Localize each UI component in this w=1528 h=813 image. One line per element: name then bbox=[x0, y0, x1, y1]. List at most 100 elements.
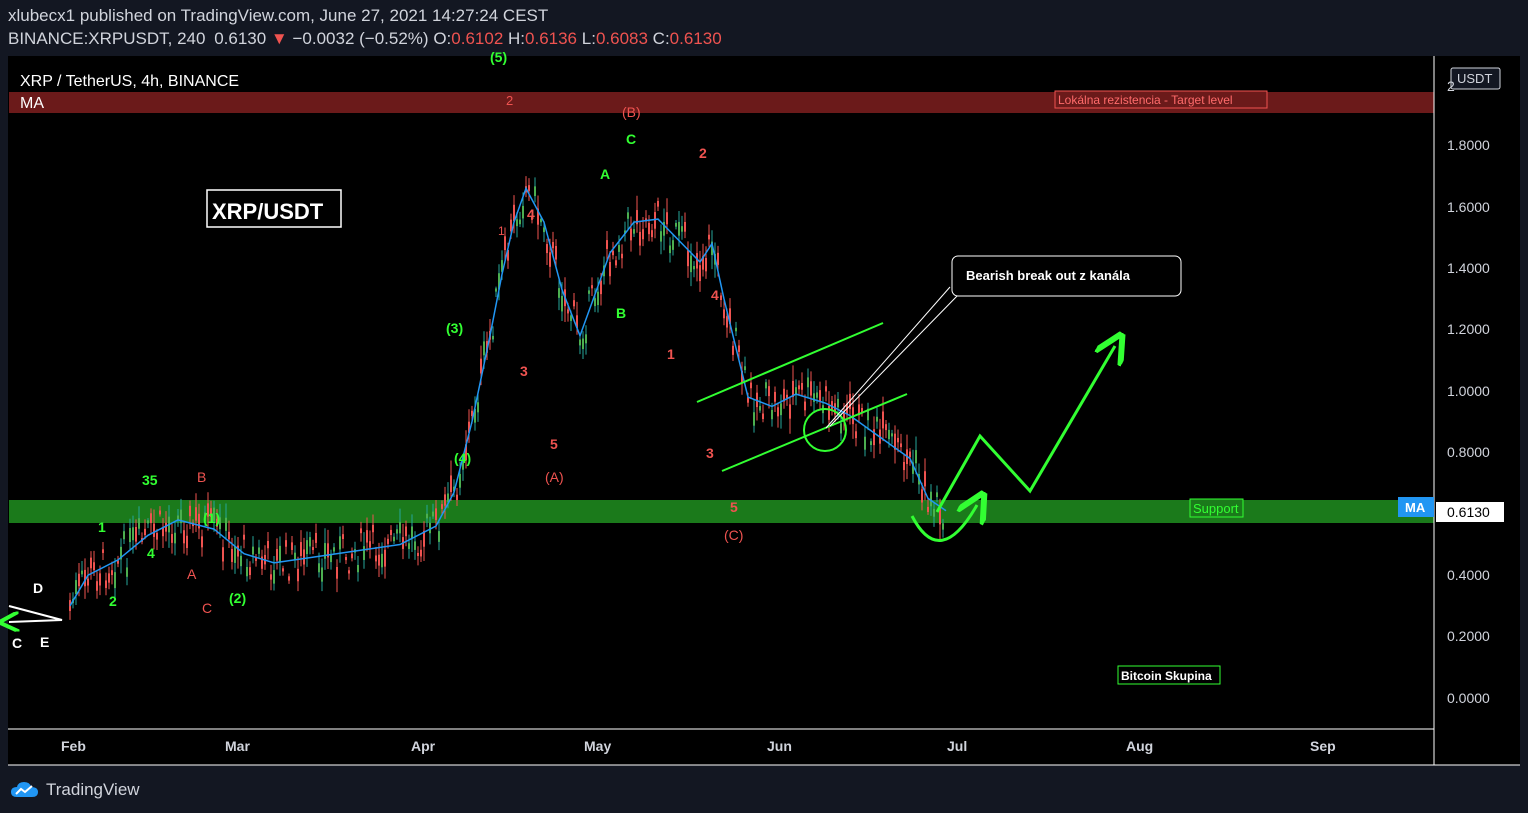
candle-body bbox=[378, 554, 380, 566]
candle-body bbox=[174, 532, 176, 544]
low-value: 0.6083 bbox=[595, 29, 648, 48]
tradingview-cloud-icon bbox=[11, 782, 38, 797]
candle-body bbox=[417, 552, 419, 556]
candle-body bbox=[432, 511, 434, 517]
watermark-text: Bitcoin Skupina bbox=[1121, 669, 1212, 683]
candle-body bbox=[570, 315, 572, 321]
wave-label: (B) bbox=[622, 104, 641, 120]
candle-body bbox=[351, 553, 353, 559]
wave-label: C bbox=[12, 635, 22, 651]
candle-body bbox=[369, 541, 371, 548]
candle-body bbox=[654, 212, 656, 229]
candle-body bbox=[555, 246, 557, 260]
wave-label: 35 bbox=[142, 472, 158, 488]
symbol-name[interactable]: BINANCE:XRPUSDT, 240 bbox=[8, 29, 206, 48]
candle-body bbox=[189, 505, 191, 517]
ma-line bbox=[69, 186, 947, 607]
candle-body bbox=[558, 288, 560, 298]
candle-body bbox=[114, 572, 116, 589]
candle-body bbox=[111, 570, 113, 576]
wave-labels-red: 2 (B) 2 4 1 3 5 (A) B A C 1 4 3 5 (C) bbox=[187, 93, 743, 616]
tradingview-logo[interactable]: TradingView bbox=[10, 779, 140, 801]
candle-body bbox=[870, 441, 872, 445]
candle-body bbox=[612, 250, 614, 256]
symbol-info-line: BINANCE:XRPUSDT, 240 0.6130 ▼ −0.0032 (−… bbox=[8, 29, 722, 49]
watermark-box bbox=[1117, 665, 1221, 685]
candle-body bbox=[123, 531, 125, 540]
candle-body bbox=[171, 534, 173, 543]
candle-body bbox=[750, 382, 752, 389]
candle-body bbox=[678, 221, 680, 236]
candle-body bbox=[441, 504, 443, 509]
candle-body bbox=[216, 518, 218, 527]
candle-body bbox=[384, 549, 386, 567]
candle-body bbox=[618, 245, 620, 252]
candle-body bbox=[657, 200, 659, 207]
candle-body bbox=[687, 250, 689, 267]
candle-body bbox=[915, 450, 917, 464]
candle-body bbox=[108, 573, 110, 583]
price-tick: 0.8000 bbox=[1447, 444, 1490, 460]
wave-label: 2 bbox=[109, 593, 117, 609]
wave-label: C bbox=[626, 131, 636, 147]
chart-frame[interactable] bbox=[8, 56, 1520, 765]
price-tick: 1.8000 bbox=[1447, 137, 1490, 153]
time-tick: May bbox=[584, 738, 611, 754]
candle-body bbox=[780, 403, 782, 416]
candle-body bbox=[243, 534, 245, 540]
candle-body bbox=[474, 408, 476, 423]
candle-body bbox=[366, 530, 368, 543]
candle-body bbox=[396, 529, 398, 534]
candle-body bbox=[855, 431, 857, 439]
candle-body bbox=[675, 222, 677, 227]
candle-body bbox=[708, 234, 710, 240]
candle-body bbox=[246, 566, 248, 577]
candle-body bbox=[285, 540, 287, 547]
wave-label: B bbox=[197, 469, 206, 485]
high-value: 0.6136 bbox=[525, 29, 578, 48]
candle-body bbox=[648, 222, 650, 235]
candle-body bbox=[705, 258, 707, 272]
wave-label: A bbox=[600, 166, 610, 182]
wave-label: B bbox=[616, 305, 626, 321]
candle-body bbox=[519, 219, 521, 225]
candle-body bbox=[258, 547, 260, 554]
candle-body bbox=[345, 557, 347, 561]
candle-body bbox=[228, 531, 230, 540]
candle-body bbox=[534, 186, 536, 197]
candle-body bbox=[156, 532, 158, 540]
wave-label: 4 bbox=[711, 287, 719, 303]
candle-body bbox=[321, 567, 323, 582]
candle-body bbox=[717, 252, 719, 265]
price-axis[interactable]: 0.0000 0.2000 0.4000 0.8000 1.0000 1.200… bbox=[1447, 78, 1490, 706]
channel-lower-line bbox=[721, 393, 908, 472]
candle-body bbox=[669, 245, 671, 254]
candle-body bbox=[498, 273, 500, 290]
candle-body bbox=[165, 522, 167, 532]
candle-body bbox=[711, 241, 713, 256]
candle-body bbox=[738, 345, 740, 352]
time-tick: Mar bbox=[225, 738, 250, 754]
candle-body bbox=[516, 219, 518, 227]
candle-body bbox=[333, 547, 335, 552]
candle-body bbox=[138, 518, 140, 529]
candle-body bbox=[291, 542, 293, 550]
candle-body bbox=[144, 528, 146, 536]
time-axis[interactable]: Feb Mar Apr May Jun Jul Aug Sep bbox=[61, 738, 1336, 754]
open-label: O: bbox=[433, 29, 452, 48]
close-value: 0.6130 bbox=[669, 29, 722, 48]
candle-body bbox=[507, 249, 509, 261]
candle-body bbox=[177, 515, 179, 520]
candle-body bbox=[663, 221, 665, 236]
candle-body bbox=[552, 242, 554, 249]
candle-body bbox=[480, 358, 482, 374]
candle-body bbox=[546, 244, 548, 254]
candle-body bbox=[222, 547, 224, 562]
candle-body bbox=[609, 261, 611, 277]
time-tick: Feb bbox=[61, 738, 86, 754]
currency-badge[interactable] bbox=[1450, 67, 1501, 90]
candle-body bbox=[768, 386, 770, 397]
candle-body bbox=[897, 437, 899, 443]
candle-body bbox=[798, 385, 800, 390]
